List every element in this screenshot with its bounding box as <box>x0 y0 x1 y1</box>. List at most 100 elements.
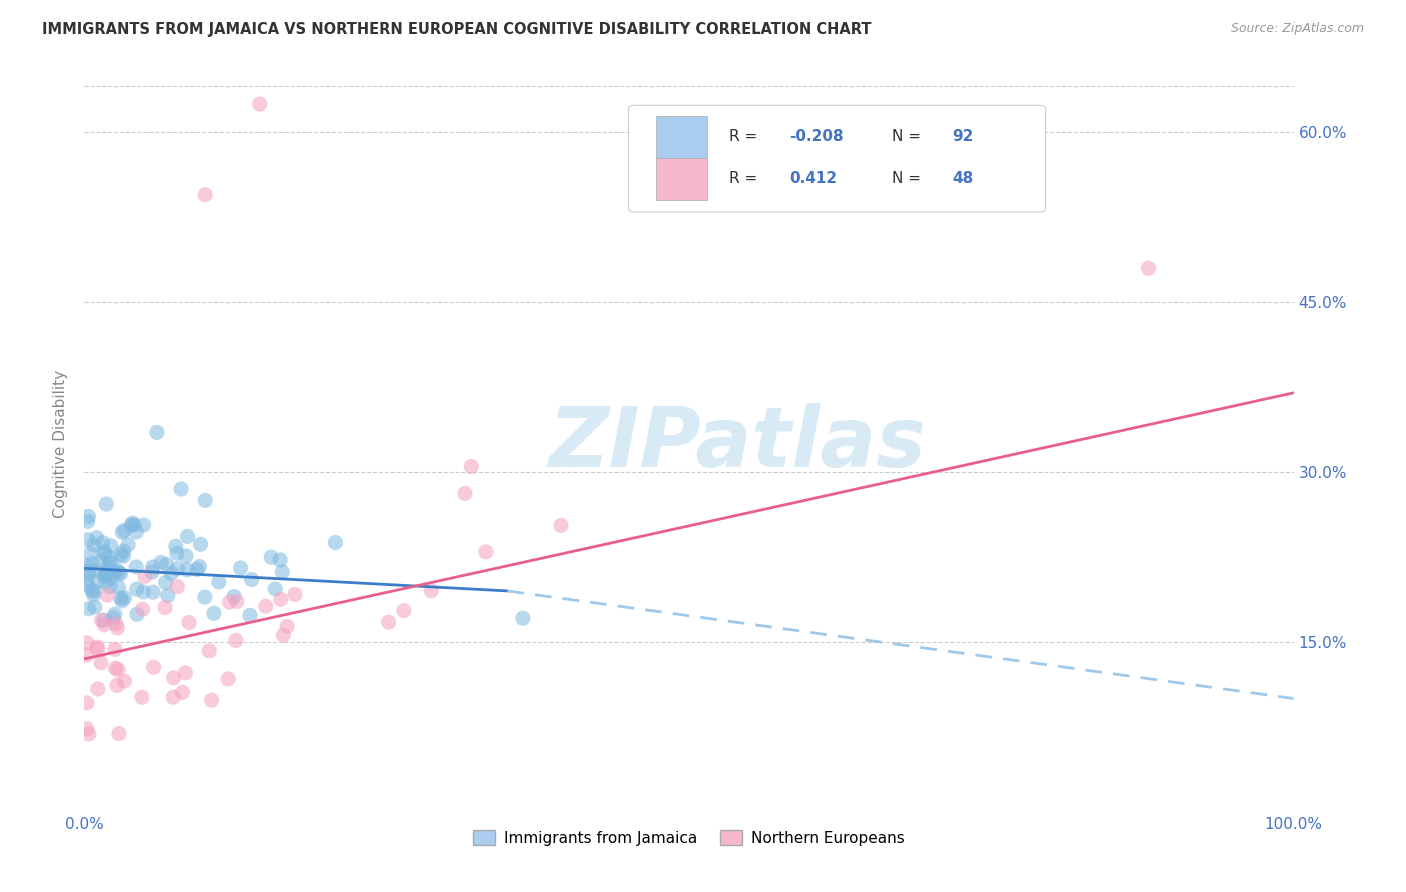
Text: R =: R = <box>728 171 762 186</box>
Point <box>108 566 131 580</box>
Point <box>166 546 188 560</box>
Point <box>325 535 347 549</box>
Point <box>86 531 108 545</box>
Point <box>156 589 179 603</box>
Point <box>117 538 139 552</box>
Point <box>460 459 482 474</box>
Point <box>284 587 307 601</box>
Point <box>125 607 148 622</box>
Point <box>166 561 188 575</box>
Point <box>260 550 283 565</box>
Point <box>87 681 110 696</box>
Point <box>134 569 156 583</box>
Point <box>76 558 98 573</box>
Point <box>76 533 98 547</box>
Point <box>93 545 115 559</box>
Point <box>174 549 197 563</box>
Point <box>153 600 176 615</box>
Point <box>107 580 129 594</box>
Point <box>200 693 222 707</box>
Point <box>176 529 198 543</box>
Point <box>96 567 118 582</box>
Point <box>270 592 292 607</box>
Point <box>131 690 153 705</box>
Text: N =: N = <box>891 129 927 145</box>
Point <box>163 671 186 685</box>
Point <box>86 640 108 655</box>
Text: Source: ZipAtlas.com: Source: ZipAtlas.com <box>1230 22 1364 36</box>
Point <box>172 685 194 699</box>
Point <box>170 482 193 496</box>
Point <box>77 564 100 578</box>
Point <box>125 524 148 539</box>
Text: 92: 92 <box>952 129 974 145</box>
Point <box>83 584 105 599</box>
Point <box>76 648 98 662</box>
Point <box>225 633 247 648</box>
Point <box>132 585 155 599</box>
Point <box>110 548 132 562</box>
Point <box>104 607 127 622</box>
Point <box>96 566 118 580</box>
Point <box>120 518 142 533</box>
Point <box>218 595 240 609</box>
Point <box>104 642 127 657</box>
Point <box>100 571 122 585</box>
Point <box>174 665 197 680</box>
Point <box>112 549 135 564</box>
Point <box>420 583 443 598</box>
Point <box>94 575 117 590</box>
Point <box>94 567 117 582</box>
Point <box>105 621 128 635</box>
Point <box>84 564 107 578</box>
Point <box>475 545 498 559</box>
Point <box>80 583 103 598</box>
Point <box>105 563 128 577</box>
Point <box>114 591 136 605</box>
Point <box>131 602 153 616</box>
Point <box>76 722 98 736</box>
Point <box>198 644 221 658</box>
Text: 0.412: 0.412 <box>789 171 838 186</box>
Point <box>165 539 187 553</box>
Point <box>121 516 143 531</box>
Point <box>77 578 100 592</box>
Point <box>377 615 399 629</box>
Point <box>98 550 121 565</box>
Point <box>97 561 120 575</box>
Point <box>96 588 118 602</box>
Point <box>104 661 127 675</box>
Point <box>194 493 217 508</box>
Point <box>110 591 132 606</box>
Point <box>103 611 125 625</box>
Point <box>90 555 112 569</box>
Point <box>83 538 105 552</box>
Point <box>276 619 298 633</box>
Point <box>90 613 112 627</box>
Point <box>132 518 155 533</box>
Point <box>93 547 115 561</box>
Point <box>122 517 145 532</box>
Point <box>83 599 105 614</box>
Point <box>83 588 105 602</box>
Point <box>226 594 249 608</box>
Point <box>98 557 121 571</box>
Point <box>87 641 110 656</box>
Point <box>103 566 125 580</box>
Point <box>176 563 198 577</box>
Point <box>112 544 135 558</box>
Point <box>217 672 239 686</box>
Point <box>550 518 572 533</box>
Point <box>93 617 115 632</box>
Point <box>162 690 184 705</box>
Point <box>149 556 172 570</box>
Point <box>142 585 165 599</box>
Point <box>90 656 112 670</box>
Point <box>76 514 98 528</box>
Point <box>269 553 291 567</box>
Point <box>105 678 128 692</box>
Point <box>77 566 100 581</box>
Point <box>141 565 163 579</box>
Y-axis label: Cognitive Disability: Cognitive Disability <box>53 369 69 518</box>
Point <box>146 425 169 440</box>
